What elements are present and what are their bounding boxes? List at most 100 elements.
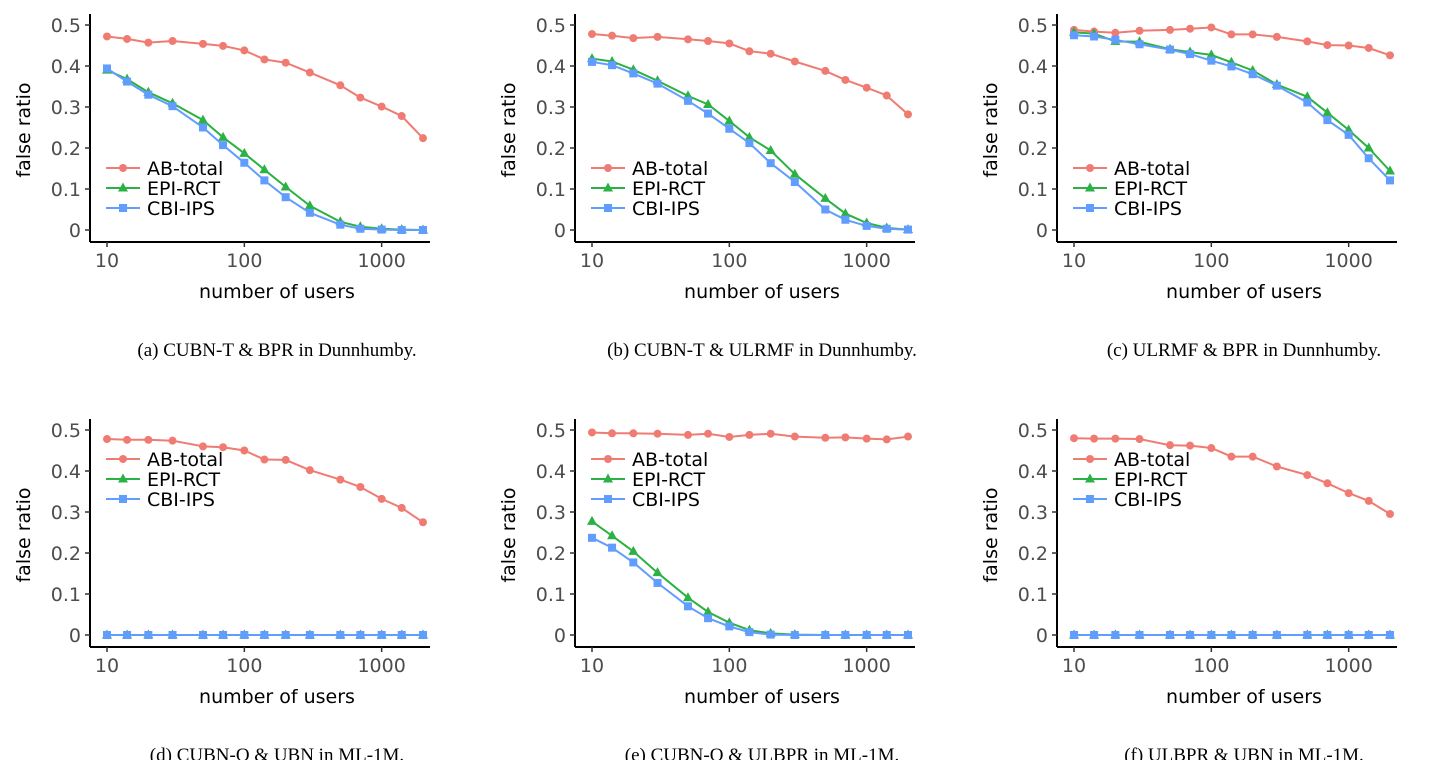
data-point [704,429,713,438]
data-point [1135,435,1144,444]
data-point [587,515,597,525]
x-tick-label: 100 [1193,250,1229,272]
series-cbi-ips [1070,631,1394,639]
y-axis-title: false ratio [980,487,1002,582]
data-point [1323,479,1332,488]
data-point [305,208,314,217]
data-point [219,631,228,639]
data-point [1323,116,1332,125]
data-point [419,518,427,527]
data-point [198,39,207,48]
legend-marker [119,164,127,172]
data-point [683,430,692,439]
data-point [1111,631,1120,639]
data-point [766,159,775,168]
data-point [862,434,871,443]
legend-marker [1086,455,1094,463]
legend-marker [1085,182,1095,192]
legend-marker [119,204,127,212]
data-point [1227,631,1236,639]
data-point [1165,45,1174,54]
y-axis-title: false ratio [980,82,1002,177]
data-point [745,139,754,148]
data-point [168,436,177,445]
data-point [1186,24,1195,33]
y-tick-label: 0.2 [51,543,81,565]
y-tick-label: 0.4 [51,56,81,78]
data-point [608,429,617,438]
data-point [1344,41,1353,50]
data-point [260,55,269,64]
data-point [336,81,345,90]
panel-caption: (f) ULBPR & UBN in ML-1M. [1124,745,1364,760]
y-tick-label: 0.3 [1018,502,1048,524]
series-epi-rct [587,515,913,639]
data-point [904,631,912,639]
x-axis-title: number of users [199,686,355,708]
y-tick-label: 0.5 [51,15,81,37]
panel-caption: (b) CUBN-T & ULRMF in Dunnhumby. [607,340,917,361]
data-point [123,34,132,43]
data-point [1344,631,1353,639]
data-point [745,430,754,439]
y-tick-label: 0.5 [536,15,566,37]
legend-label: EPI-RCT [147,178,220,200]
data-point [1363,142,1374,152]
data-point [1090,434,1099,443]
data-point [1385,165,1395,175]
data-point [745,47,754,56]
legend-label: EPI-RCT [632,469,705,491]
data-point [629,34,638,43]
data-point [725,39,734,48]
legend-label: EPI-RCT [632,178,705,200]
y-axis-title: false ratio [498,82,520,177]
legend-marker [119,495,127,503]
x-tick-label: 100 [226,655,262,677]
legend-label: EPI-RCT [1114,178,1187,200]
x-tick-label: 10 [580,655,604,677]
x-tick-label: 100 [226,250,262,272]
series-epi-rct [1069,26,1395,175]
data-point [1135,26,1144,35]
series-cbi-ips [1070,31,1394,185]
data-point [1227,452,1236,461]
series-ab-total [1070,23,1394,60]
x-tick-label: 1000 [1324,250,1372,272]
series-ab-total [103,32,427,143]
y-tick-label: 0.3 [1018,97,1048,119]
data-point [841,631,850,639]
data-point [1364,496,1373,505]
x-tick-label: 1000 [842,250,890,272]
data-point [882,224,891,233]
data-point [588,30,596,39]
legend-marker [118,182,128,192]
data-point [1303,631,1312,639]
data-point [336,475,345,484]
data-point [683,602,692,611]
data-point [356,482,365,491]
y-tick-label: 0.4 [536,56,566,78]
data-point [629,69,638,78]
data-point [260,631,269,639]
y-tick-label: 0.5 [51,420,81,442]
data-point [1386,631,1394,639]
y-tick-label: 0.4 [1018,56,1048,78]
data-point [1272,631,1281,639]
data-point [219,443,228,452]
data-point [1207,444,1216,453]
data-point [281,193,290,202]
data-point [683,35,692,44]
y-axis-title: false ratio [13,487,35,582]
legend-label: AB-total [1114,449,1190,471]
data-point [1364,631,1373,639]
data-point [653,578,662,587]
x-tick-label: 1000 [842,655,890,677]
data-point [1070,434,1078,443]
data-point [260,176,269,185]
x-tick-label: 10 [1062,655,1086,677]
